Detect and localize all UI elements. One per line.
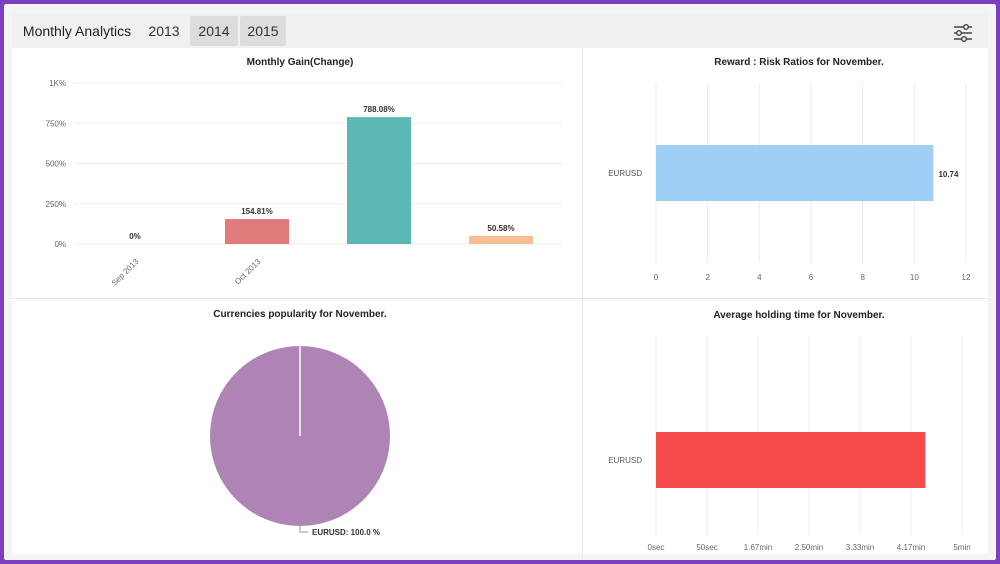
charts-grid: Monthly Gain(Change) 0% 250% 500% 750% 1K% 0% S… <box>12 48 988 558</box>
data-label: 50.58% <box>487 224 514 233</box>
y-tick-label: 1K% <box>49 79 66 88</box>
chart-title: Average holding time for November. <box>713 310 885 321</box>
reward-risk-panel: Reward : Risk Ratios for November. 0 2 4 6 8 1… <box>583 48 988 298</box>
x-tick-label: 1.67min <box>744 543 772 552</box>
monthly-gain-panel: Monthly Gain(Change) 0% 250% 500% 750% 1K% 0% S… <box>12 48 582 298</box>
x-tick-label: 50sec <box>696 543 717 552</box>
data-label: 788.08% <box>363 105 395 114</box>
y-category-label: EURUSD <box>608 169 642 178</box>
data-label: 10.74 <box>938 170 959 179</box>
x-tick-label: 0 <box>654 273 659 282</box>
x-tick-label: 10 <box>910 273 919 282</box>
x-tick-label: 5min <box>953 543 970 552</box>
x-tick-label: 8 <box>860 273 865 282</box>
data-label: 0% <box>129 232 141 241</box>
x-tick-label: 0sec <box>648 543 665 552</box>
bar <box>469 235 533 244</box>
bar <box>656 432 926 488</box>
analytics-tabbar: Monthly Analytics 2013 2014 2015 <box>12 14 988 49</box>
avg-holding-time-chart: Average holding time for November. 0sec 50… <box>608 310 970 552</box>
pie-data-label: EURUSD: 100.0 % <box>312 528 380 537</box>
monthly-gain-chart: Monthly Gain(Change) 0% 250% 500% 750% 1K% 0% S… <box>46 57 562 288</box>
pie-label-connector <box>299 526 308 533</box>
y-tick-label: 750% <box>46 119 66 128</box>
app-window: Monthly Analytics 2013 2014 2015 Monthly… <box>4 4 996 560</box>
x-tick-label: 4 <box>757 273 762 282</box>
currencies-popularity-chart: Currencies popularity for November. EURUS… <box>210 309 390 537</box>
x-tick-label: 6 <box>809 273 814 282</box>
y-category-label: EURUSD <box>608 456 642 465</box>
tab-2013[interactable]: 2013 <box>140 16 188 46</box>
y-tick-label: 500% <box>46 160 66 169</box>
x-tick-label: Oct 2013 <box>233 257 263 287</box>
tab-2015[interactable]: 2015 <box>240 16 286 46</box>
x-tick-label: 3.33min <box>846 543 874 552</box>
currencies-popularity-panel: Currencies popularity for November. EURUS… <box>12 299 582 558</box>
grid-divider-vertical <box>582 48 583 558</box>
bar <box>347 117 411 244</box>
analytics-title: Monthly Analytics <box>22 23 132 39</box>
sliders-icon[interactable] <box>952 22 974 44</box>
x-tick-label: 12 <box>962 273 971 282</box>
chart-title: Currencies popularity for November. <box>213 309 387 320</box>
bar <box>656 145 934 201</box>
reward-risk-chart: Reward : Risk Ratios for November. 0 2 4 6 8 1… <box>608 57 971 282</box>
bar <box>225 219 289 244</box>
avg-holding-time-panel: Average holding time for November. 0sec 50… <box>583 299 988 558</box>
x-tick-label: 2.50min <box>795 543 823 552</box>
y-tick-label: 250% <box>46 200 66 209</box>
data-label: 154.81% <box>241 207 273 216</box>
x-tick-label: 2 <box>705 273 710 282</box>
x-tick-label: 4.17min <box>897 543 925 552</box>
tab-2014[interactable]: 2014 <box>190 16 238 46</box>
chart-title: Reward : Risk Ratios for November. <box>714 57 884 68</box>
x-tick-label: Sep 2013 <box>110 257 141 288</box>
chart-title: Monthly Gain(Change) <box>247 57 354 68</box>
y-tick-label: 0% <box>54 240 66 249</box>
grid-divider-horizontal <box>12 298 988 299</box>
